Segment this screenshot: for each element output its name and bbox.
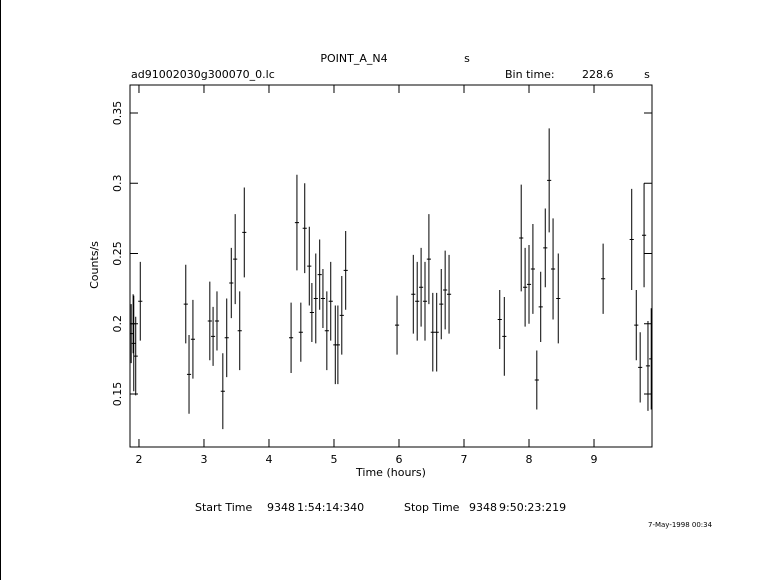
error-bar-point — [294, 174, 299, 271]
x-tick-label: 6 — [395, 453, 402, 466]
error-bar-point — [320, 268, 326, 328]
error-bar-point — [211, 306, 216, 366]
x-tick-label: 8 — [526, 453, 533, 466]
error-bar-point — [233, 214, 238, 305]
file-name: ad91002030g300070_0.lc — [131, 68, 275, 81]
footer-stop-time: 9:50:23:219 — [499, 501, 566, 514]
error-bar-point — [302, 183, 307, 274]
y-axis-label: Counts/s — [88, 241, 101, 289]
error-bar-point — [220, 353, 225, 430]
error-bar-point — [307, 226, 312, 306]
footer-start-label: Start Time — [195, 501, 253, 514]
error-bar-point — [313, 253, 318, 344]
error-bar-point — [138, 261, 143, 341]
error-bar-point — [224, 298, 229, 378]
error-bar-point — [547, 128, 552, 233]
error-bar-point — [422, 261, 428, 341]
error-bar-point — [214, 291, 220, 351]
error-bar-point — [556, 253, 561, 344]
footer-stop-label: Stop Time — [404, 501, 460, 514]
bin-time-label: Bin time: — [505, 68, 555, 81]
error-bar-point — [629, 188, 634, 291]
error-bar-point — [645, 320, 651, 411]
x-tick-label: 3 — [200, 453, 207, 466]
x-axis-label: Time (hours) — [355, 466, 426, 479]
x-tick-label: 5 — [330, 453, 337, 466]
error-bar-point — [534, 350, 539, 410]
error-bar-point — [497, 290, 502, 350]
error-bar-point — [339, 275, 344, 355]
error-bar-point — [649, 308, 652, 410]
error-bar-point — [335, 305, 340, 385]
error-bar-point — [430, 292, 435, 372]
error-bar-point — [519, 184, 524, 292]
error-bar-point — [502, 297, 507, 376]
error-bar-point — [186, 334, 192, 414]
error-bar-point — [131, 295, 136, 392]
error-bar-point — [439, 268, 444, 340]
error-bar-point — [530, 223, 535, 314]
error-bar-point — [237, 291, 242, 371]
error-bar-point — [324, 291, 329, 371]
error-bar-point — [317, 239, 322, 310]
error-bar-point — [133, 316, 138, 396]
error-bar-point — [538, 271, 543, 343]
error-bar-point — [411, 254, 416, 334]
error-bar-point — [526, 245, 532, 324]
error-bar-point — [415, 261, 420, 341]
error-bar-point — [434, 292, 439, 372]
error-bar-point — [550, 218, 556, 320]
error-bar-point — [419, 247, 424, 327]
error-bar-point — [298, 302, 303, 362]
error-bar-point — [523, 247, 528, 327]
footer-stop-day: 9348 — [469, 501, 497, 514]
error-bar-point — [343, 231, 348, 310]
error-bar-point — [289, 302, 294, 373]
chart-title: POINT_A_N4 — [320, 52, 387, 65]
date-stamp: 7-May-1998 00:34 — [648, 521, 713, 529]
error-bar-point — [634, 290, 639, 361]
error-bar-point — [443, 250, 448, 330]
bin-time-unit: s — [644, 68, 650, 81]
error-bar-point — [130, 304, 134, 364]
error-bar-point — [394, 295, 400, 355]
error-bar-point — [242, 187, 247, 278]
x-tick-label: 7 — [461, 453, 468, 466]
error-bar-point — [328, 261, 333, 341]
bin-time: 228.6 — [582, 68, 614, 81]
error-bar-point — [207, 281, 212, 361]
footer-start-day: 9348 — [267, 501, 295, 514]
error-bar-point — [190, 299, 195, 379]
error-bar-point — [183, 264, 188, 344]
x-tick-label: 9 — [591, 453, 598, 466]
x-tick-label: 4 — [265, 453, 272, 466]
error-bar-point — [309, 283, 314, 343]
y-tick-label: 0.25 — [111, 241, 124, 266]
error-bar-point — [229, 247, 234, 319]
error-bar-point — [601, 243, 606, 314]
error-bar-point — [543, 208, 548, 288]
x-tick-label: 2 — [135, 453, 142, 466]
title-unit: s — [464, 52, 470, 65]
error-bar-point — [638, 332, 643, 403]
error-bar-point — [642, 183, 647, 288]
y-tick-label: 0.35 — [111, 101, 124, 126]
footer-start-time: 1:54:14:340 — [297, 501, 364, 514]
y-tick-label: 0.15 — [111, 382, 124, 407]
y-tick-label: 0.2 — [111, 315, 124, 333]
data-points — [130, 128, 652, 430]
error-bar-point — [446, 254, 452, 334]
y-tick-label: 0.3 — [111, 174, 124, 192]
error-bar-point — [426, 214, 431, 305]
plot-frame — [129, 84, 653, 448]
